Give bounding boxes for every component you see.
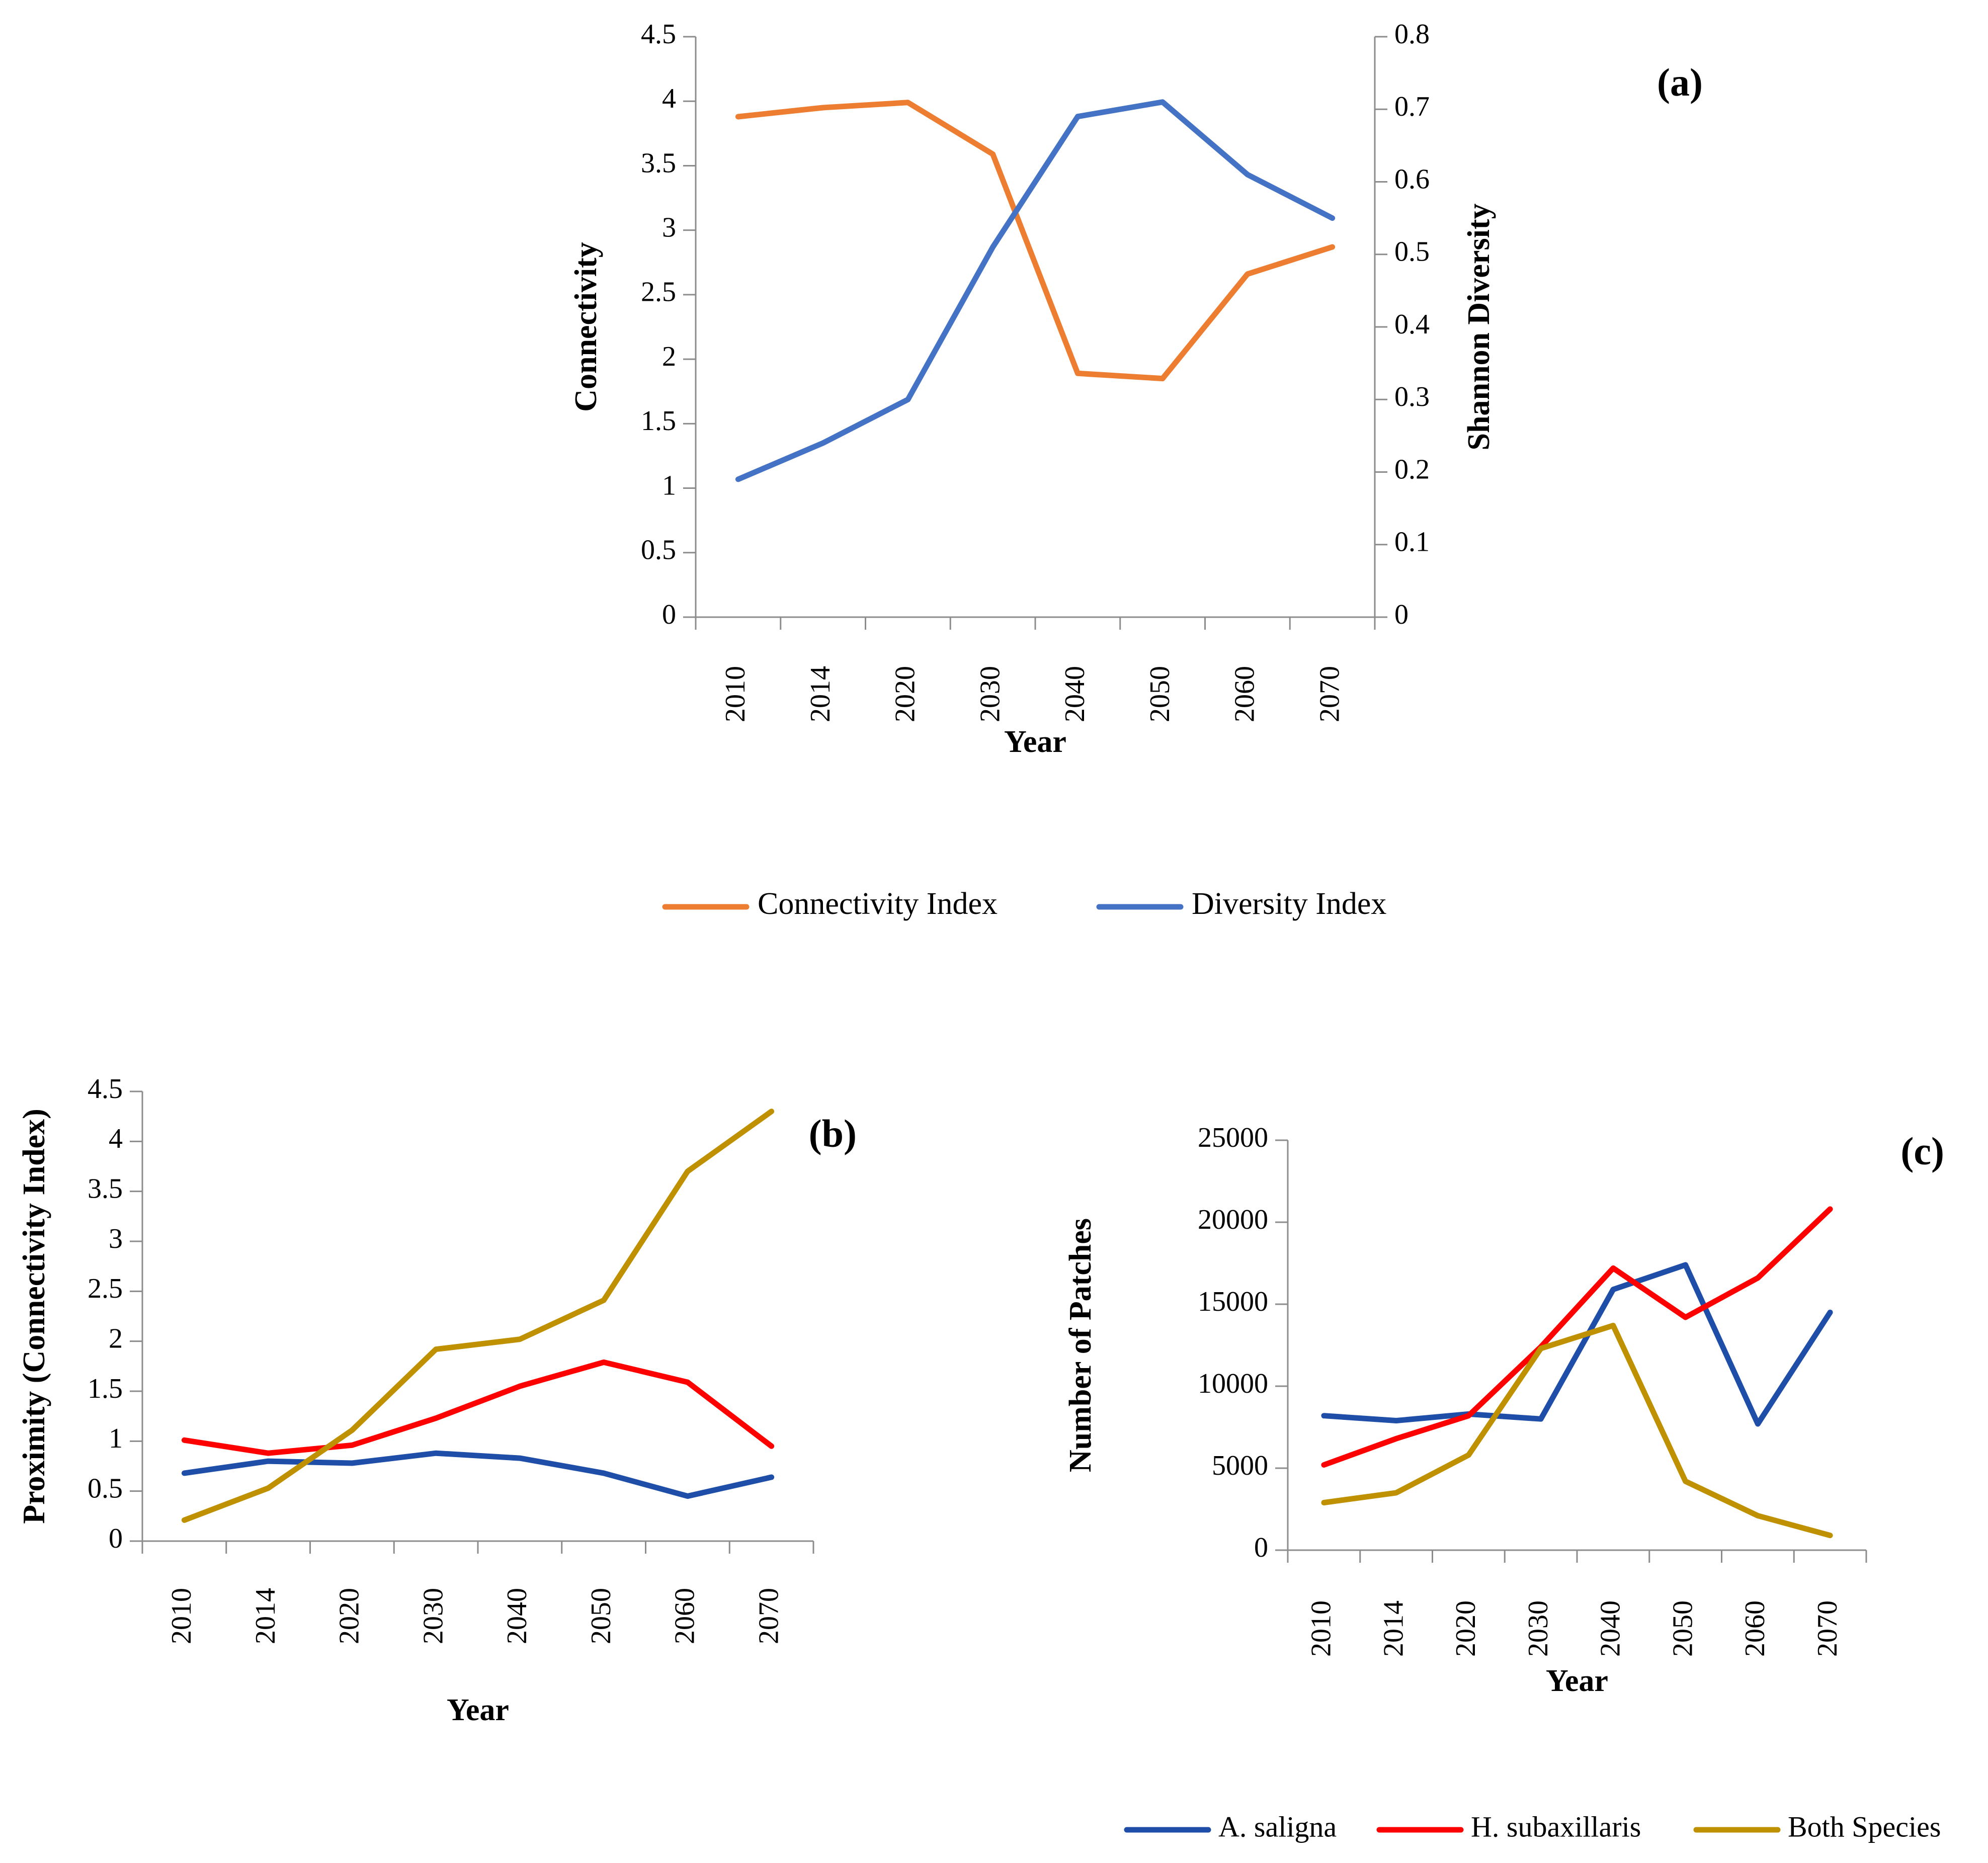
x-tick-label: 2010 [1306, 1600, 1337, 1657]
panel-c-chart: 0 5000 10000 15000 20000 25000 2010 2014 2020 203… [1063, 1122, 1944, 1698]
y-tick-label: 3 [109, 1223, 123, 1254]
y-right-tick-label: 0.7 [1394, 91, 1430, 122]
y-tick-label: 4 [109, 1123, 123, 1154]
y-right-tick-label: 0.2 [1394, 454, 1430, 485]
legend-label-a-saligna: A. saligna [1218, 1810, 1337, 1843]
y-tick-label: 1.5 [641, 405, 676, 437]
legend-label-diversity-index: Diversity Index [1192, 887, 1386, 921]
x-tick-label: 2014 [250, 1588, 281, 1644]
y-right-tick-label: 0.1 [1394, 527, 1430, 558]
x-tick-label: 2060 [1740, 1600, 1771, 1657]
x-tick-label: 2010 [720, 666, 751, 722]
x-tick-label: 2050 [1667, 1600, 1698, 1657]
y-axis-title: Number of Patches [1063, 1218, 1098, 1472]
y-tick-label: 0.5 [88, 1473, 123, 1504]
y-tick-label: 1.5 [88, 1373, 123, 1404]
y-right-tick-label: 0.3 [1394, 381, 1430, 412]
y-tick-label: 5000 [1212, 1450, 1268, 1481]
legend-label-connectivity-index: Connectivity Index [758, 887, 998, 921]
panel-label: (c) [1900, 1129, 1944, 1173]
y-tick-label: 2 [662, 341, 676, 372]
series-line-h-subaxillaris [1321, 1206, 1833, 1468]
y-right-tick-label: 0 [1394, 599, 1409, 630]
y-axis-right-title: Shannon Diversity [1462, 204, 1496, 451]
x-tick-label: 2040 [1595, 1600, 1626, 1657]
y-tick-label: 0 [109, 1523, 123, 1554]
series-line-both-species [181, 1109, 775, 1523]
y-tick-label: 2.5 [88, 1273, 123, 1304]
series-line-a-saligna [1321, 1262, 1833, 1427]
legend-panels-b-c: A. saligna H. subaxillaris Both Species [1124, 1810, 1941, 1843]
x-tick-label: 2014 [805, 666, 836, 722]
x-tick-label: 2070 [1314, 666, 1345, 722]
x-tick-label: 2050 [1144, 666, 1176, 722]
y-tick-label: 10000 [1198, 1368, 1268, 1399]
x-tick-label: 2070 [753, 1588, 784, 1644]
x-tick-label: 2014 [1378, 1600, 1409, 1657]
y-tick-label: 4.5 [88, 1073, 123, 1105]
y-tick-label: 0 [1254, 1532, 1268, 1563]
legend-panel-a: Connectivity Index Diversity Index [662, 887, 1386, 921]
x-tick-label: 2020 [1450, 1600, 1481, 1657]
panel-label: (b) [809, 1112, 857, 1155]
y-right-tick-label: 0.5 [1394, 236, 1430, 268]
x-tick-label: 2030 [974, 666, 1006, 722]
x-tick-label: 2020 [334, 1588, 365, 1644]
x-axis-title: Year [1546, 1664, 1608, 1698]
x-tick-label: 2040 [1059, 666, 1091, 722]
x-tick-label: 2060 [1229, 666, 1261, 722]
y-tick-label: 1 [662, 470, 676, 501]
x-tick-label: 2060 [670, 1588, 701, 1644]
y-tick-label: 1 [109, 1423, 123, 1454]
y-tick-label: 2 [109, 1323, 123, 1354]
y-tick-label: 20000 [1198, 1204, 1268, 1235]
y-tick-label: 4 [662, 83, 676, 114]
series-line-diversity-index [735, 99, 1336, 482]
panel-a-chart: 0 0.5 1 1.5 2 2.5 3 3.5 4 4.5 0 0.1 0.2 0.3 0.4 0.5 0.6 0… [569, 19, 1703, 759]
series-line-both-species [1321, 1322, 1833, 1539]
series-line-connectivity-index [735, 100, 1336, 382]
x-tick-label: 2040 [502, 1588, 533, 1644]
y-tick-label: 3 [662, 212, 676, 243]
series-line-a-saligna [181, 1450, 775, 1499]
y-tick-label: 15000 [1198, 1286, 1268, 1317]
y-tick-label: 0.5 [641, 535, 676, 566]
legend-label-both-species: Both Species [1788, 1810, 1941, 1843]
x-tick-label: 2030 [418, 1588, 449, 1644]
y-axis-title: Connectivity [569, 242, 603, 412]
y-tick-label: 2.5 [641, 277, 676, 308]
y-tick-label: 4.5 [641, 19, 676, 50]
y-tick-label: 25000 [1198, 1122, 1268, 1153]
x-tick-label: 2030 [1523, 1600, 1554, 1657]
x-tick-label: 2010 [166, 1588, 197, 1644]
y-tick-label: 3.5 [641, 147, 676, 179]
y-tick-label: 3.5 [88, 1173, 123, 1205]
y-right-tick-label: 0.4 [1394, 309, 1430, 340]
series-line-h-subaxillaris [181, 1359, 775, 1456]
legend-label-h-subaxillaris: H. subaxillaris [1471, 1810, 1641, 1843]
panel-label: (a) [1657, 60, 1703, 104]
y-right-tick-label: 0.8 [1394, 19, 1430, 50]
y-axis-title: Proximity (Connectivity Index) [17, 1109, 51, 1523]
x-tick-label: 2050 [586, 1588, 617, 1644]
x-axis-title: Year [447, 1693, 509, 1727]
panel-b-chart: 0 0.5 1 1.5 2 2.5 3 3.5 4 4.5 2010 2014 2020 2030 2040… [17, 1073, 857, 1727]
x-tick-label: 2020 [890, 666, 921, 722]
y-tick-label: 0 [662, 599, 676, 630]
x-tick-label: 2070 [1812, 1600, 1843, 1657]
x-axis-title: Year [1004, 725, 1066, 759]
y-right-tick-label: 0.6 [1394, 163, 1430, 195]
